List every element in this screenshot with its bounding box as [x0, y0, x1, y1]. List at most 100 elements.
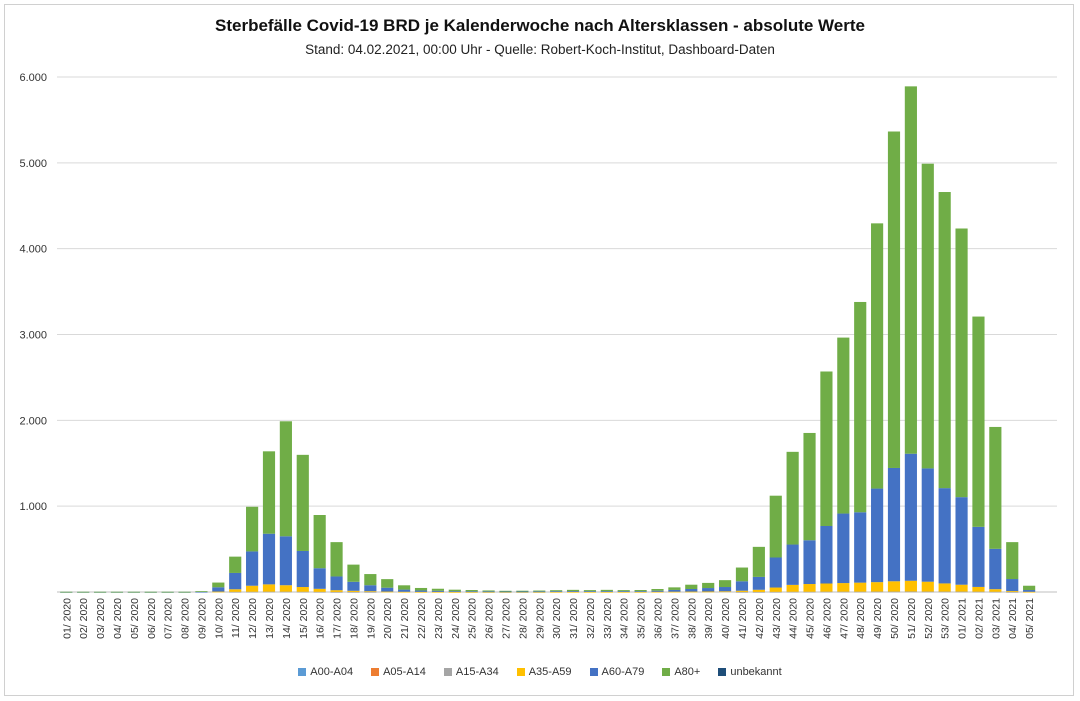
bar-segment-a35-a59 — [735, 590, 749, 592]
x-tick-label: 36/ 2020 — [653, 598, 665, 639]
x-tick-label: 02/ 2021 — [973, 598, 985, 639]
x-tick-label: 09/ 2020 — [196, 598, 208, 639]
chart-title: Sterbefälle Covid-19 BRD je Kalenderwoch… — [215, 16, 865, 35]
bar-segment-a80- — [93, 591, 107, 593]
bar-segment-a60-a79 — [465, 591, 478, 593]
bar-segment-a60-a79 — [837, 513, 850, 584]
bar-segment-a60-a79 — [246, 551, 259, 586]
bar-segment-a80- — [533, 590, 546, 592]
x-tick-label: 33/ 2020 — [602, 598, 614, 639]
bar-segment-a80- — [786, 451, 799, 545]
bar-segment-a15-a34 — [229, 591, 242, 593]
bar-segment-a35-a59 — [482, 591, 495, 593]
bar-segment-a80- — [583, 590, 597, 592]
x-tick-label: 01/ 2021 — [957, 598, 969, 639]
bar-segment-a60-a79 — [871, 488, 884, 583]
x-tick-label: 19/ 2020 — [365, 598, 377, 639]
bar-segment-a60-a79 — [887, 467, 901, 582]
bar-segment-a35-a59 — [634, 591, 647, 593]
bar-segment-a35-a59 — [533, 591, 546, 593]
x-tick-label: 15/ 2020 — [298, 598, 310, 639]
bar-segment-a80- — [279, 421, 292, 537]
bar-segment-a15-a34 — [921, 591, 934, 593]
x-tick-label: 42/ 2020 — [754, 598, 766, 639]
bar-segment-a35-a59 — [246, 585, 259, 592]
bar-segment-a35-a59 — [871, 582, 884, 592]
legend-label: A35-A59 — [528, 666, 572, 678]
bar-segment-a35-a59 — [921, 581, 934, 592]
x-tick-label: 11/ 2020 — [230, 598, 242, 638]
x-tick-label: 28/ 2020 — [517, 598, 529, 639]
x-tick-label: 24/ 2020 — [450, 598, 462, 639]
bar-segment-a80- — [161, 591, 174, 593]
bar-segment-a60-a79 — [499, 591, 512, 593]
bar-segment-a80- — [955, 228, 968, 498]
x-tick-label: 48/ 2020 — [855, 598, 867, 639]
x-tick-label: 43/ 2020 — [771, 598, 783, 639]
bar-segment-a35-a59 — [837, 583, 850, 592]
bar-segment-a35-a59 — [718, 591, 732, 593]
legend-item: A00-A04 — [298, 666, 353, 678]
bar-segment-a80- — [702, 582, 715, 589]
legend-swatch — [443, 668, 452, 676]
x-tick-label: 31/ 2020 — [568, 598, 580, 639]
bar-segment-a60-a79 — [195, 591, 208, 593]
bar-segment-a60-a79 — [938, 488, 951, 584]
bar-segment-a80- — [752, 546, 765, 577]
legend-item: A80+ — [662, 666, 700, 678]
bar-segment-a60-a79 — [752, 576, 765, 590]
bar-segment-a60-a79 — [1023, 590, 1036, 592]
bar-segment-a60-a79 — [296, 550, 309, 588]
bar-segment-a80- — [431, 588, 444, 591]
x-tick-label: 20/ 2020 — [382, 598, 394, 639]
x-tick-label: 22/ 2020 — [416, 598, 428, 639]
bar-segment-a80- — [904, 86, 917, 454]
x-tick-label: 45/ 2020 — [805, 598, 817, 639]
bar-segment-a60-a79 — [516, 591, 529, 593]
bar-segment-a80- — [566, 589, 580, 592]
x-tick-label: 47/ 2020 — [838, 598, 850, 639]
bar-segment-a80- — [229, 556, 242, 573]
x-tick-label: 44/ 2020 — [788, 598, 800, 639]
x-tick-label: 52/ 2020 — [923, 598, 935, 639]
bar-segment-a60-a79 — [398, 589, 411, 592]
x-tick-label: 04/ 2020 — [112, 598, 124, 639]
bar-segment-a80- — [144, 591, 157, 593]
bar-segment-a80- — [887, 131, 901, 468]
bar-segment-a60-a79 — [668, 589, 681, 592]
x-tick-label: 27/ 2020 — [500, 598, 512, 639]
legend-swatch — [371, 668, 380, 676]
bar-segment-a80- — [178, 591, 191, 593]
legend-swatch — [516, 668, 525, 676]
bar-segment-a60-a79 — [533, 591, 546, 593]
x-tick-label: 01/ 2020 — [61, 598, 73, 639]
y-tick-label: 6.000 — [19, 72, 47, 84]
bar-segment-a35-a59 — [414, 591, 428, 593]
bar-segment-a35-a59 — [431, 591, 444, 593]
bar-segment-a80- — [921, 163, 934, 469]
y-tick-label: 5.000 — [19, 158, 47, 170]
bar-segment-a15-a34 — [837, 591, 850, 593]
bar-segment-a60-a79 — [955, 497, 968, 585]
bar-segment-a35-a59 — [854, 582, 867, 592]
bar-segment-a60-a79 — [904, 453, 917, 581]
bar-segment-a35-a59 — [364, 591, 377, 593]
bar-segment-a15-a34 — [735, 591, 749, 593]
bar-segment-a80- — [448, 589, 461, 592]
bar-segment-a15-a34 — [887, 591, 901, 593]
chart-frame — [4, 4, 1074, 696]
x-tick-label: 34/ 2020 — [619, 598, 631, 639]
x-tick-label: 16/ 2020 — [315, 598, 327, 639]
legend-swatch — [662, 668, 671, 676]
bar-segment-a80- — [499, 590, 512, 592]
x-tick-label: 32/ 2020 — [585, 598, 597, 639]
bar-segment-a35-a59 — [702, 591, 715, 593]
bar-segment-a15-a34 — [871, 591, 884, 593]
bar-segment-a80- — [347, 564, 360, 582]
bar-segment-a60-a79 — [685, 588, 698, 592]
x-tick-label: 40/ 2020 — [720, 598, 732, 639]
bar-segment-a80- — [465, 590, 478, 592]
x-tick-label: 23/ 2020 — [433, 598, 445, 639]
bar-segment-a35-a59 — [296, 587, 309, 592]
bar-segment-a35-a59 — [262, 584, 276, 592]
